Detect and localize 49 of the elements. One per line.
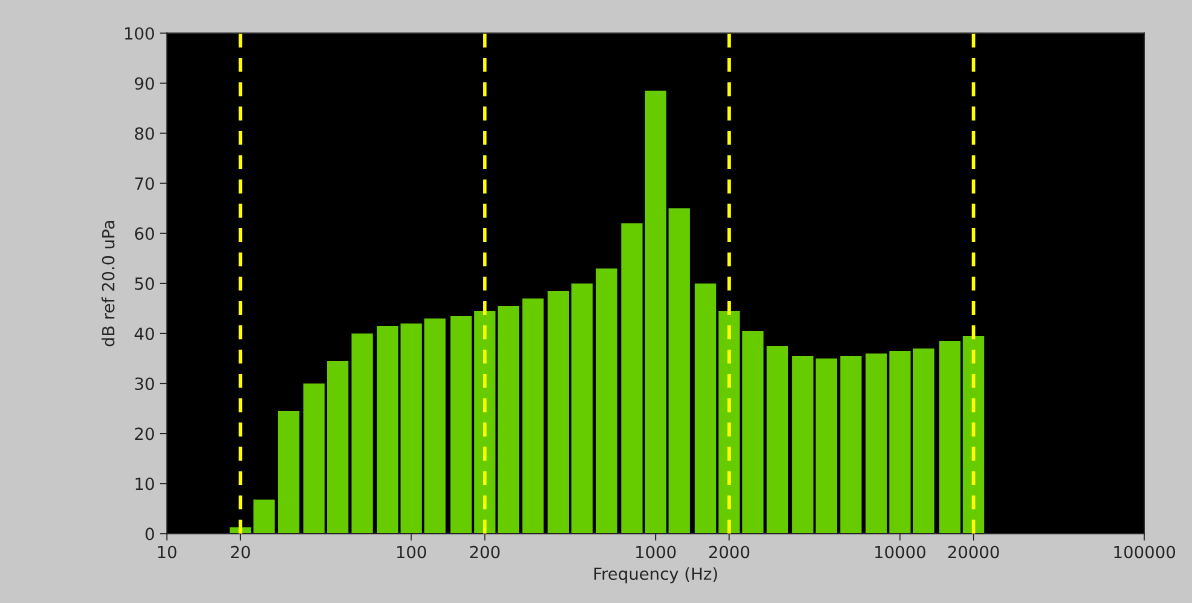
bar [694,283,717,534]
y-tick-label: 90 [134,77,154,90]
y-tick-label: 100 [125,27,154,40]
bar [547,290,570,534]
bar [424,318,446,534]
x-tick-label: 20000 [948,545,999,559]
bar [742,330,764,534]
bar [351,333,373,534]
y-tick-label: 10 [135,477,154,491]
bar [621,223,643,534]
y-tick-label: 0 [145,527,154,541]
y-tick-label: 30 [135,377,154,391]
y-tick-label: 40 [134,327,154,341]
bar [400,323,422,534]
bar [668,208,690,534]
bar [912,348,935,534]
bar [766,345,789,534]
bar [522,298,544,534]
bar [840,355,862,534]
bar [497,305,520,534]
bar [939,340,961,534]
bar [376,325,399,534]
y-tick-label: 20 [135,427,154,441]
y-axis-title: dB ref 20.0 uPa [101,221,115,347]
bar [303,383,325,534]
x-tick-label: 10000 [875,545,926,559]
y-tick-label: 50 [135,277,154,290]
x-tick-label: 2000 [709,545,750,559]
bar [889,350,911,534]
x-tick-label: 10 [158,545,177,559]
bar [595,268,618,534]
y-tick-label: 80 [135,127,154,140]
bar [571,283,593,534]
bar [253,499,275,534]
x-tick-label: 1000 [636,545,676,559]
y-tick-label: 70 [135,177,154,190]
bar [450,315,472,534]
bar [644,90,667,534]
bar [327,360,349,534]
y-tick-label: 60 [135,227,154,240]
x-tick-label: 20 [231,545,250,559]
bar [277,411,300,534]
x-axis-title: Frequency (Hz) [594,567,718,584]
bar [865,353,887,534]
bar [792,355,814,534]
x-tick-label: 200 [470,545,500,559]
x-tick-label: 100000 [1114,545,1176,559]
bar [815,358,838,534]
x-tick-label: 100 [397,545,427,559]
